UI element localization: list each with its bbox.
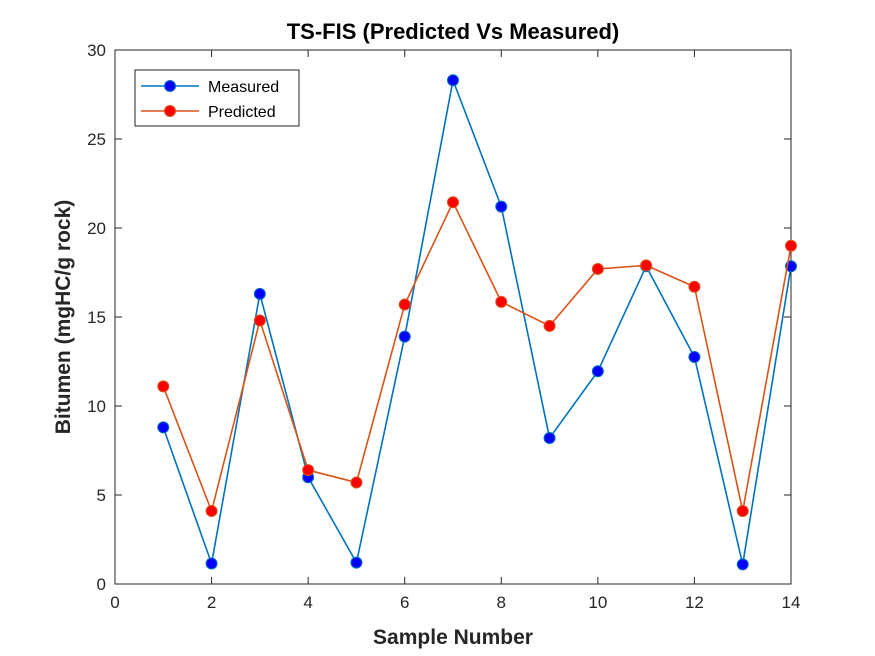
x-tick-label: 10 xyxy=(588,593,607,612)
data-point-predicted xyxy=(350,476,363,489)
y-axis: 0 5 10 15 20 25 30 xyxy=(87,41,791,594)
legend-label-measured: Measured xyxy=(208,79,279,96)
x-tick-label: 14 xyxy=(782,593,801,612)
y-tick-label: 15 xyxy=(87,308,106,327)
x-tick-label: 4 xyxy=(303,593,312,612)
y-tick-label: 20 xyxy=(87,219,106,238)
data-point-measured xyxy=(543,432,556,445)
data-point-measured xyxy=(157,421,170,434)
data-point-predicted xyxy=(688,280,701,293)
series-layer xyxy=(157,74,797,571)
series-line-measured xyxy=(162,79,792,566)
y-tick-label: 0 xyxy=(97,575,106,594)
data-point-measured xyxy=(495,200,508,213)
legend-box xyxy=(134,69,300,127)
data-point-predicted xyxy=(785,239,797,252)
data-point-measured xyxy=(253,287,266,300)
data-point-predicted xyxy=(398,298,411,311)
x-axis-title: Sample Number xyxy=(373,626,533,649)
x-tick-label: 0 xyxy=(110,593,119,612)
legend: Measured Predicted xyxy=(134,69,300,127)
data-point-measured xyxy=(447,74,459,87)
data-point-predicted xyxy=(591,262,604,275)
data-point-measured xyxy=(398,330,411,343)
data-point-measured xyxy=(591,365,604,378)
data-point-measured xyxy=(350,556,363,569)
data-point-predicted xyxy=(495,295,508,308)
data-point-measured xyxy=(688,351,701,364)
data-point-predicted xyxy=(640,259,653,272)
data-point-predicted xyxy=(302,464,315,477)
y-tick-label: 25 xyxy=(87,130,106,149)
data-point-predicted xyxy=(253,314,266,327)
data-point-predicted xyxy=(447,196,459,209)
y-tick-label: 5 xyxy=(97,486,106,505)
x-axis: 0 2 4 6 8 10 12 14 xyxy=(110,50,800,612)
data-point-predicted xyxy=(736,505,749,518)
y-tick-label: 10 xyxy=(87,397,106,416)
x-tick-label: 2 xyxy=(207,593,216,612)
legend-label-predicted: Predicted xyxy=(208,104,276,121)
x-tick-label: 12 xyxy=(685,593,704,612)
series-line-predicted xyxy=(162,201,792,512)
y-tick-label: 30 xyxy=(87,41,106,60)
x-tick-label: 6 xyxy=(400,593,409,612)
legend-marker-measured xyxy=(164,80,176,92)
plot-area xyxy=(114,49,792,585)
x-tick-label: 8 xyxy=(497,593,506,612)
y-axis-title: Bitumen (mgHC/g rock) xyxy=(52,200,75,435)
legend-marker-predicted xyxy=(164,105,176,117)
data-point-measured xyxy=(205,557,218,570)
data-point-predicted xyxy=(543,319,556,332)
data-point-measured xyxy=(736,558,749,571)
data-point-predicted xyxy=(205,505,218,518)
data-point-predicted xyxy=(157,380,170,393)
chart-title: TS-FIS (Predicted Vs Measured) xyxy=(287,19,620,44)
